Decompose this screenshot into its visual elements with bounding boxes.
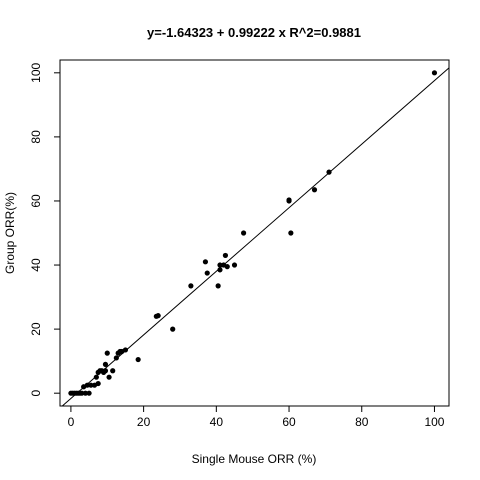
x-tick-label: 40 (210, 415, 224, 429)
data-point (215, 283, 221, 289)
y-axis-label: Group ORR(%) (3, 192, 17, 274)
data-point (224, 264, 230, 270)
data-point (88, 382, 94, 388)
data-point (113, 355, 119, 361)
data-point (431, 70, 438, 76)
y-tick-label: 0 (29, 390, 43, 397)
y-tick-label: 40 (29, 258, 43, 272)
data-point (217, 262, 223, 268)
y-tick-label: 60 (29, 194, 43, 208)
data-point (188, 283, 194, 289)
x-axis-label: Single Mouse ORR (%) (192, 452, 317, 466)
y-tick-label: 80 (29, 130, 43, 144)
x-tick-label: 0 (68, 415, 75, 429)
data-point (102, 361, 109, 367)
data-point (102, 368, 109, 374)
data-point (326, 169, 332, 175)
data-point (311, 187, 318, 193)
x-tick-label: 20 (137, 415, 151, 429)
data-point (286, 197, 292, 203)
data-point (84, 382, 90, 388)
data-point (170, 326, 176, 332)
data-point (110, 368, 116, 374)
x-tick-label: 100 (424, 415, 444, 429)
data-point (155, 313, 161, 319)
chart-title: y=-1.64323 + 0.99222 x R^2=0.9881 (147, 25, 361, 40)
data-point (135, 356, 141, 363)
data-point (288, 230, 294, 236)
data-point (204, 270, 210, 276)
data-point (217, 267, 223, 273)
data-point (222, 252, 229, 259)
data-point (122, 347, 129, 353)
data-point (95, 380, 101, 387)
data-point (86, 390, 92, 396)
regression-line (61, 67, 450, 407)
data-point (231, 262, 238, 268)
data-point (202, 259, 209, 265)
data-point (79, 390, 85, 396)
x-tick-label: 80 (355, 415, 369, 429)
data-point (93, 374, 99, 380)
y-tick-label: 20 (29, 322, 43, 336)
data-point (104, 350, 110, 356)
y-tick-label: 100 (29, 62, 43, 82)
data-point (106, 374, 112, 380)
data-point (82, 390, 89, 396)
data-point (240, 230, 247, 236)
x-tick-label: 60 (282, 415, 296, 429)
